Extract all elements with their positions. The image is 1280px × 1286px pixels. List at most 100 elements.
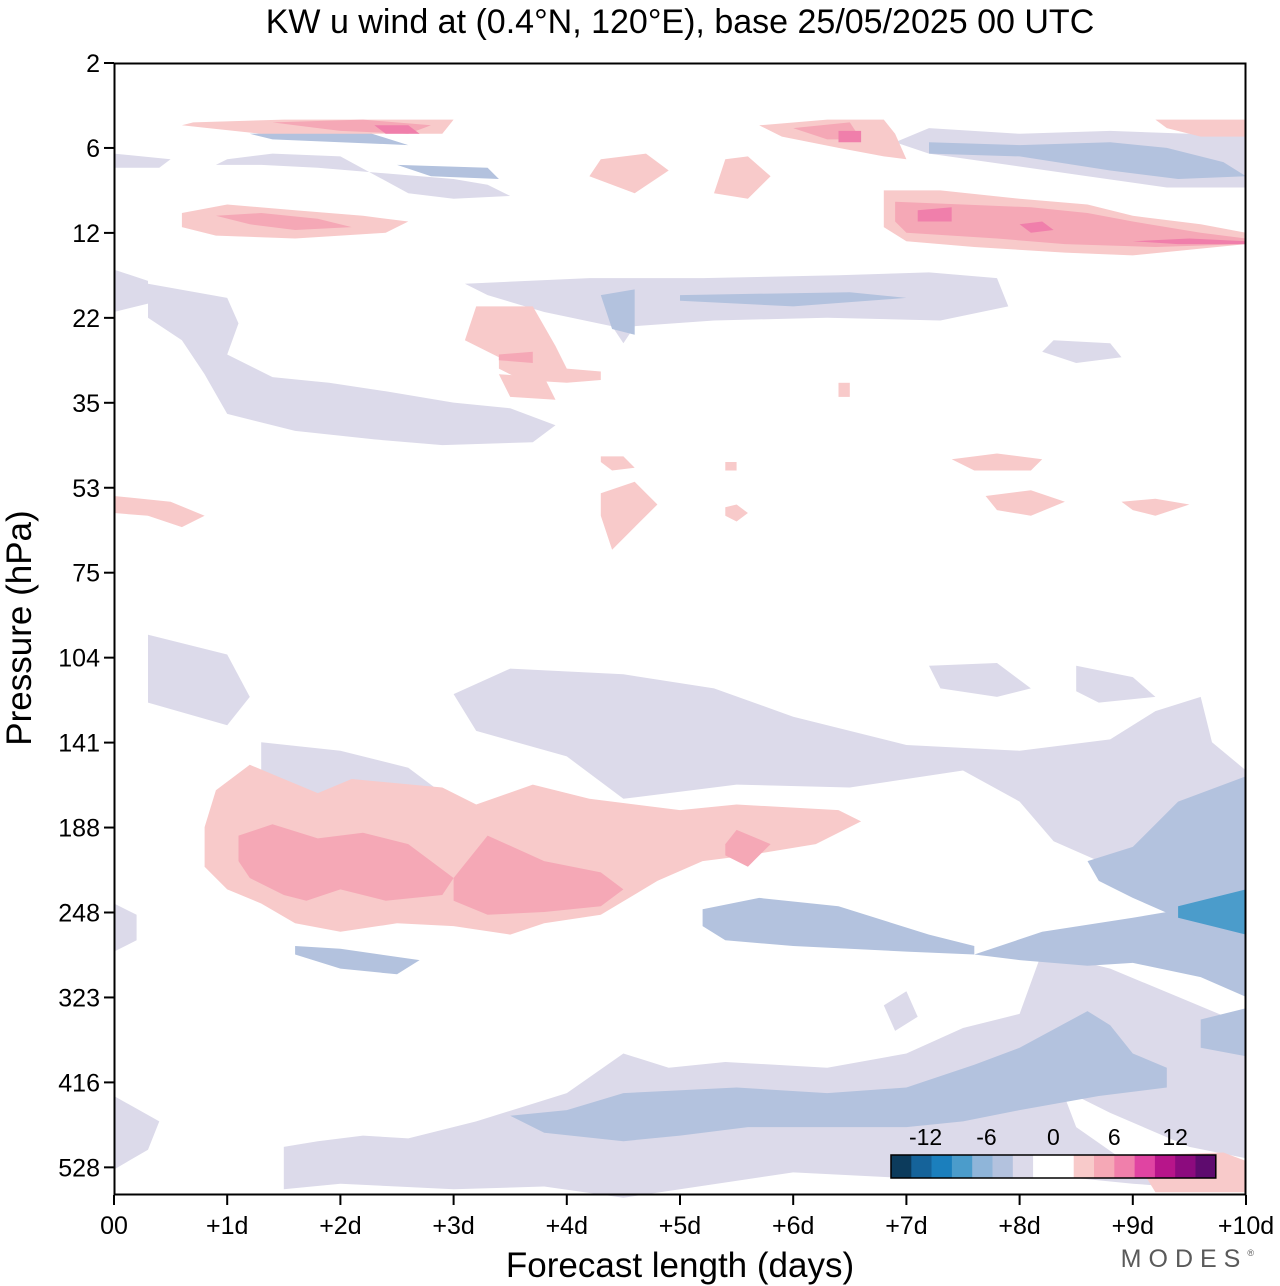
contour-region-neg1 [1042, 340, 1122, 363]
contour-region-neg1 [215, 153, 511, 199]
x-tick-label: 00 [100, 1212, 128, 1240]
contour-region-neg1 [114, 1096, 160, 1170]
contour-region-pos1 [600, 456, 635, 471]
colorbar-frame [890, 1154, 1217, 1179]
y-axis-label: Pressure (hPa) [0, 510, 39, 745]
colorbar-swatch [1033, 1155, 1054, 1178]
colorbar-label: -12 [909, 1124, 942, 1150]
colorbar-label: -6 [976, 1124, 996, 1150]
contour-region-neg2 [929, 142, 1246, 179]
contour-region-pos2 [725, 829, 771, 867]
y-tick-label: 53 [72, 475, 100, 503]
contour-region-neg1 [114, 269, 148, 312]
y-tick-label: 22 [72, 305, 100, 333]
contour-region-pos2 [215, 213, 352, 230]
contour-region-neg1 [883, 991, 918, 1031]
contour-region-pos1 [1155, 119, 1246, 137]
contour-fills [114, 119, 1247, 1198]
y-tick-label: 248 [58, 900, 100, 928]
x-tick-label: +9d [1112, 1212, 1154, 1240]
contour-region-neg1 [148, 634, 250, 726]
x-tick-label: +7d [885, 1212, 927, 1240]
contour-region-neg2 [702, 897, 975, 955]
x-tick-label: +3d [432, 1212, 474, 1240]
contour-region-pos2 [498, 351, 533, 363]
contour-region-neg1 [929, 663, 1031, 697]
contour-region-pos1 [114, 496, 205, 528]
contour-region-pos3 [1019, 221, 1054, 233]
contour-region-pos2 [238, 824, 454, 901]
y-tick-label: 528 [58, 1154, 100, 1182]
x-tick-label: +1d [206, 1212, 248, 1240]
plot-frame [113, 62, 1247, 1196]
x-tick-label: +4d [546, 1212, 588, 1240]
x-tick-label: +6d [772, 1212, 814, 1240]
contour-region-neg4 [1178, 889, 1246, 935]
colorbar-swatch [1154, 1155, 1176, 1178]
x-tick-label: +10d [1218, 1212, 1274, 1240]
colorbar-swatch [992, 1155, 1014, 1178]
colorbar-swatch [1114, 1155, 1135, 1178]
x-tick-label: +8d [998, 1212, 1040, 1240]
chart-title: KW u wind at (0.4°N, 120°E), base 25/05/… [266, 3, 1095, 41]
y-tick-label: 2 [86, 50, 100, 78]
contour-region-pos1 [600, 481, 658, 550]
y-tick-label: 35 [72, 390, 100, 418]
colorbar-swatch [1053, 1155, 1074, 1178]
colorbar-swatch [891, 1155, 912, 1178]
x-tick-label: +5d [659, 1212, 701, 1240]
contour-region-pos3 [838, 130, 862, 143]
colorbar-swatch [1134, 1155, 1156, 1178]
contour-region-pos1 [725, 504, 748, 522]
contour-region-pos1 [1121, 498, 1190, 516]
colorbar-swatch [972, 1155, 993, 1178]
y-tick-label: 323 [58, 984, 100, 1012]
colorbar-swatch [1195, 1155, 1217, 1178]
contour-region-neg1 [1076, 665, 1156, 703]
colorbar-swatch [1012, 1155, 1034, 1178]
colorbar-legend: -12 -6 0 6 12 [890, 1124, 1217, 1179]
contour-region-pos1 [589, 153, 669, 194]
contour-region-neg2 [295, 946, 420, 975]
colorbar-swatch [911, 1155, 932, 1178]
y-tick-label: 6 [86, 135, 100, 163]
contour-region-neg1 [148, 283, 556, 446]
contour-region-neg2 [397, 164, 499, 179]
y-tick-label: 104 [58, 645, 100, 673]
contour-region-neg2 [974, 906, 1246, 997]
y-tick-label: 188 [58, 815, 100, 843]
contour-region-pos3 [374, 125, 420, 134]
x-axis-label: Forecast length (days) [506, 1246, 854, 1285]
contour-region-neg2 [600, 289, 635, 335]
colorbar-label: 0 [1047, 1124, 1060, 1150]
contour-region-pos1 [725, 462, 737, 471]
contour-region-neg2 [680, 292, 907, 307]
contour-region-pos2 [895, 201, 1246, 247]
contour-region-neg2 [1200, 1008, 1246, 1057]
contour-region-pos3 [917, 207, 952, 222]
contour-region-pos1 [985, 490, 1065, 516]
contour-region-neg2 [249, 130, 409, 146]
x-axis: 00 +1d +2d +3d +4d +5d +6d +7d +8d +9d +10d [100, 1195, 1274, 1240]
contour-region-pos3 [1132, 238, 1246, 245]
colorbar-label: 12 [1162, 1124, 1188, 1150]
contour-region-pos1 [838, 382, 850, 397]
colorbar-swatch [931, 1155, 953, 1178]
contour-region-neg1 [464, 272, 1009, 344]
contour-region-pos1 [951, 453, 1043, 471]
contour-region-neg1 [114, 903, 137, 952]
y-tick-label: 141 [58, 730, 100, 758]
x-tick-label: +2d [319, 1212, 361, 1240]
colorbar-swatch [1094, 1155, 1115, 1178]
colorbar-swatch [1073, 1155, 1095, 1178]
y-axis: 2 6 12 22 35 53 75 104 141 188 248 323 416 528 [58, 50, 114, 1182]
y-tick-label: 12 [72, 220, 100, 248]
contour-region-pos2 [453, 835, 624, 915]
colorbar-swatch [1175, 1155, 1196, 1178]
contour-region-neg2 [510, 1011, 1167, 1142]
contour-region-neg1 [114, 153, 171, 168]
y-tick-label: 75 [72, 560, 100, 588]
contour-region-pos1 [714, 156, 771, 199]
contour-region-neg1 [453, 668, 1247, 941]
